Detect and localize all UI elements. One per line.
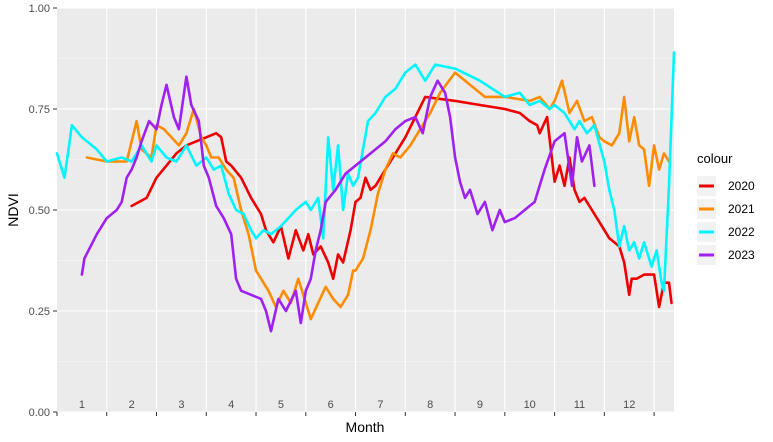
y-tick-label: 0.50: [29, 205, 50, 217]
month-label: 10: [524, 399, 536, 411]
month-label: 5: [278, 399, 284, 411]
month-label: 9: [477, 399, 483, 411]
month-label: 6: [328, 399, 334, 411]
legend-title: colour: [697, 151, 733, 166]
series-line-2020: [130, 95, 673, 309]
legend-label-2021: 2021: [728, 202, 755, 216]
month-label: 1: [79, 399, 85, 411]
series-line-2023: [80, 75, 596, 333]
y-axis: 0.00 0.25 0.50 0.75 1.00: [29, 3, 57, 419]
legend-label-2022: 2022: [728, 225, 755, 239]
y-tick-label: 0.25: [29, 306, 50, 318]
grid-minor: [57, 58, 674, 362]
month-label: 4: [228, 399, 234, 411]
month-label: 12: [623, 399, 635, 411]
y-axis-title: NDVI: [5, 193, 21, 226]
legend: colour 2020 2021 2022 2023: [697, 151, 755, 265]
y-tick-label: 0.00: [29, 407, 50, 419]
month-label: 8: [427, 399, 433, 411]
month-label: 2: [129, 399, 135, 411]
y-tick-label: 1.00: [29, 3, 50, 15]
y-tick-label: 0.75: [29, 104, 50, 116]
month-label: 3: [178, 399, 184, 411]
x-axis-title: Month: [346, 419, 385, 435]
legend-label-2020: 2020: [728, 179, 755, 193]
series-line-2022: [55, 51, 676, 293]
month-label: 11: [574, 399, 585, 411]
series-layer: [55, 51, 676, 333]
legend-label-2023: 2023: [728, 248, 755, 262]
month-label: 7: [377, 399, 383, 411]
x-axis: 1 2 3 4 5 6 7 8 9 10 11 12: [56, 399, 655, 416]
